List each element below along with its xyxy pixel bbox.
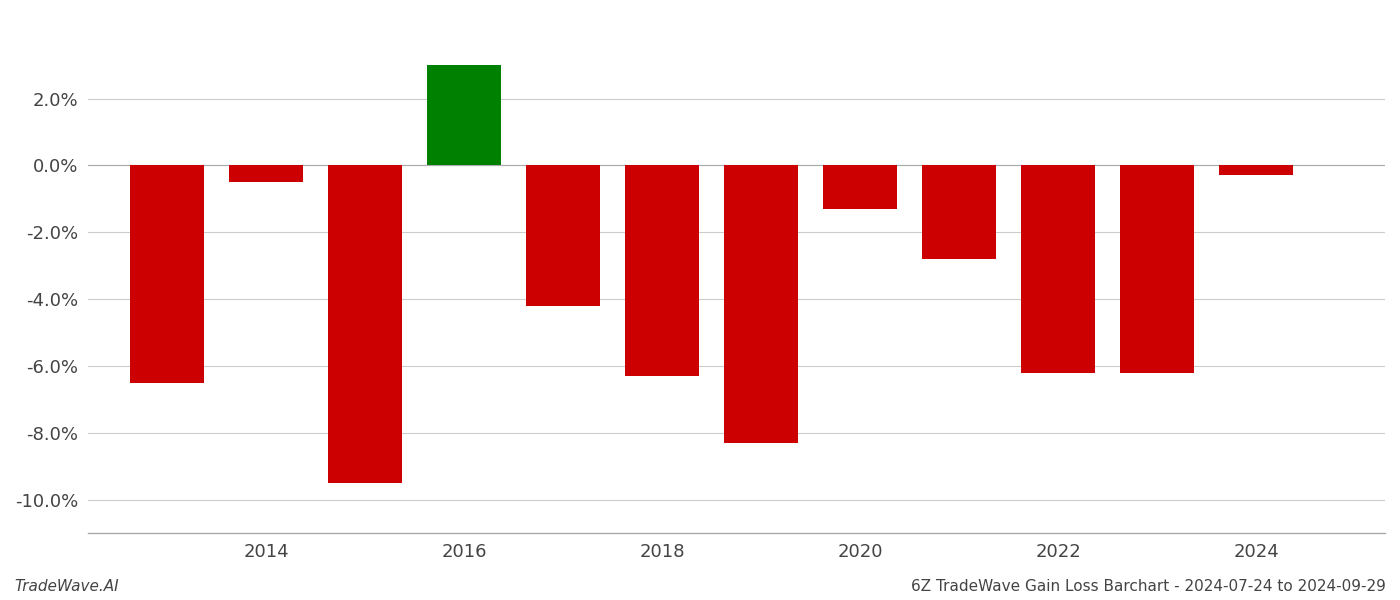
Text: 6Z TradeWave Gain Loss Barchart - 2024-07-24 to 2024-09-29: 6Z TradeWave Gain Loss Barchart - 2024-0…: [911, 579, 1386, 594]
Bar: [1219, 166, 1294, 175]
Bar: [1120, 166, 1194, 373]
Bar: [230, 166, 304, 182]
Bar: [130, 166, 204, 383]
Bar: [724, 166, 798, 443]
Bar: [923, 166, 997, 259]
Bar: [526, 166, 601, 306]
Text: TradeWave.AI: TradeWave.AI: [14, 579, 119, 594]
Bar: [328, 166, 402, 483]
Bar: [823, 166, 897, 209]
Bar: [1021, 166, 1095, 373]
Bar: [427, 65, 501, 166]
Bar: [626, 166, 700, 376]
